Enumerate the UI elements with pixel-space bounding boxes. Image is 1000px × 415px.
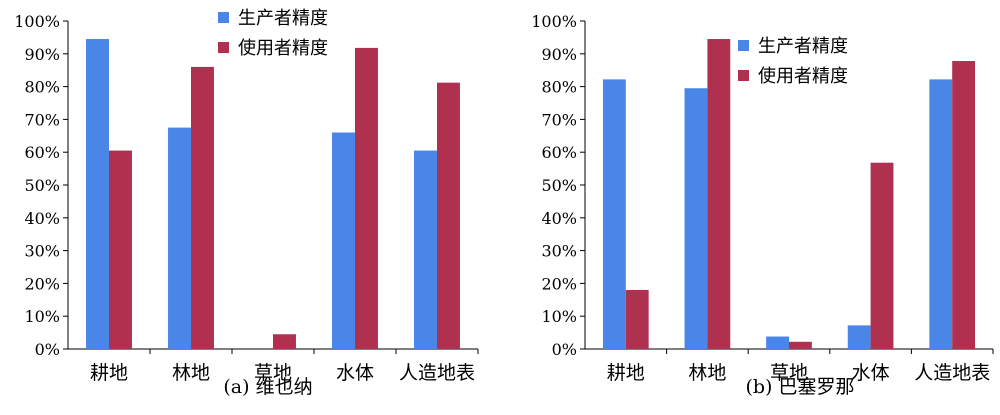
y-tick-label: 80%: [24, 78, 60, 97]
chart-panel-1: 0% 10% 20% 30% 40% 50% 60% 70% 80% 90% 100% 耕地 林地 草地 水…: [531, 12, 994, 398]
x-tick-label: 人造地表: [914, 362, 990, 384]
y-tick-label: 60%: [24, 143, 60, 162]
y-tick-label: 90%: [24, 45, 60, 64]
y-tick-label: 10%: [541, 307, 577, 326]
y-tick-label: 80%: [541, 78, 577, 97]
y-tick-label: 100%: [531, 12, 577, 31]
x-tick-label: 草地: [770, 362, 808, 384]
y-tick-label: 90%: [541, 45, 577, 64]
y-tick-label: 50%: [24, 176, 60, 195]
y-tick-label: 40%: [541, 209, 577, 228]
y-tick-label: 0%: [552, 340, 577, 359]
legend-swatch: [218, 42, 229, 53]
y-tick-label: 70%: [24, 110, 60, 129]
y-tick-label: 0%: [35, 340, 60, 359]
y-tick-label: 30%: [24, 242, 60, 261]
bar-user: [191, 66, 214, 350]
legend-swatch: [738, 40, 749, 51]
bar-producer: [168, 127, 191, 349]
bar-user: [109, 150, 132, 349]
y-tick-label: 20%: [24, 274, 60, 293]
bar-user: [707, 39, 731, 349]
bar-producer: [86, 39, 109, 349]
y-tick-label: 60%: [541, 143, 577, 162]
chart-caption: (b) 巴塞罗那: [745, 376, 854, 398]
bar-producer: [929, 79, 953, 349]
legend-label: 生产者精度: [758, 36, 848, 57]
x-tick-label: 草地: [254, 362, 292, 384]
bar-user: [355, 47, 378, 350]
bar-user: [952, 61, 976, 350]
bar-user: [789, 341, 812, 349]
bar-producer: [766, 336, 789, 349]
x-tick-label: 水体: [852, 362, 890, 384]
y-tick-label: 10%: [24, 307, 60, 326]
y-tick-label: 50%: [541, 176, 577, 195]
x-tick-label: 林地: [688, 362, 726, 384]
bar-producer: [332, 132, 355, 349]
legend-swatch: [218, 12, 229, 23]
x-tick-label: 人造地表: [399, 362, 475, 384]
bar-user: [437, 82, 460, 349]
y-tick-label: 70%: [541, 110, 577, 129]
bar-user: [625, 289, 649, 349]
legend-swatch: [738, 70, 749, 81]
x-tick-label: 耕地: [607, 362, 645, 384]
bar-user: [870, 162, 894, 349]
bar-producer: [847, 325, 871, 349]
x-tick-label: 耕地: [90, 362, 128, 384]
bar-producer: [414, 150, 437, 349]
x-tick-label: 水体: [336, 362, 374, 384]
bar-producer: [684, 88, 708, 350]
legend-label: 使用者精度: [758, 66, 848, 87]
legend-label: 生产者精度: [238, 8, 328, 29]
y-tick-label: 30%: [541, 242, 577, 261]
y-tick-label: 100%: [14, 12, 60, 31]
y-tick-label: 20%: [541, 274, 577, 293]
chart-caption: (a) 维也纳: [223, 376, 312, 398]
x-tick-label: 林地: [172, 362, 210, 384]
y-tick-label: 40%: [24, 209, 60, 228]
bar-user: [273, 334, 296, 349]
chart-panel-0: 0% 10% 20% 30% 40% 50% 60% 70% 80% 90% 100% 耕地 林地 草地 水…: [14, 8, 479, 398]
legend-label: 使用者精度: [238, 38, 328, 59]
bar-producer: [602, 79, 626, 349]
